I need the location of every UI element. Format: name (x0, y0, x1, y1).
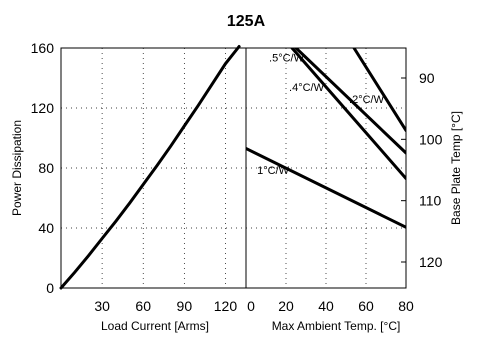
left-x-tick-labels: 30 60 90 120 (94, 298, 237, 314)
base-plate-tick-label: 100 (419, 131, 443, 147)
right-plot-frame (245, 47, 407, 289)
left-x-tick-label: 60 (135, 298, 151, 314)
left-x-axis-label: Load Current [Arms] (101, 319, 209, 333)
right-x-tick-label: 20 (278, 298, 294, 314)
base-plate-tick-label: 90 (419, 70, 435, 86)
chart-title: 125A (227, 13, 266, 30)
thermal-label: .4°C/W (289, 82, 325, 94)
right-x-tick-label: 80 (398, 298, 414, 314)
thermal-resistance-labels: 1°C/W .5°C/W .4°C/W .2°C/W (257, 53, 385, 178)
power-dissipation-curve (59, 45, 241, 290)
base-plate-tick-label: 110 (419, 193, 442, 209)
right-x-tick-label: 40 (318, 298, 334, 314)
right-y-axis-label: Base Plate Temp [°C] (449, 111, 463, 225)
left-y-tick-label: 120 (31, 100, 55, 116)
left-x-tick-label: 120 (214, 298, 238, 314)
thermal-line-5CW (294, 48, 406, 155)
left-y-tick-label: 40 (38, 220, 54, 236)
base-plate-tick-label: 120 (419, 254, 443, 270)
thermal-label: .5°C/W (269, 53, 305, 65)
left-x-tick-label: 90 (177, 298, 193, 314)
thermal-line-2CW (352, 48, 406, 132)
left-y-tick-label: 0 (46, 280, 54, 296)
left-x-tick-label: 30 (94, 298, 110, 314)
thermal-line-1CW (246, 147, 406, 229)
right-x-tick-labels: 0 20 40 60 80 (247, 298, 414, 314)
right-panel-series (246, 48, 406, 229)
thermal-label: .2°C/W (349, 94, 385, 106)
right-x-tick-label: 0 (247, 298, 255, 314)
left-y-tick-label: 160 (31, 40, 55, 56)
left-y-tick-labels: 0 40 80 120 160 (31, 40, 55, 296)
thermal-line-4CW (290, 48, 406, 180)
left-panel-grid (61, 48, 246, 288)
left-y-tick-label: 80 (38, 160, 54, 176)
left-y-axis-label: Power Dissipation (10, 120, 24, 216)
right-x-tick-label: 60 (358, 298, 374, 314)
left-panel-series (59, 45, 241, 290)
base-plate-tick-labels: 90 100 110 120 (401, 70, 443, 270)
thermal-label: 1°C/W (257, 165, 290, 177)
right-x-axis-label: Max Ambient Temp. [°C] (272, 319, 401, 333)
